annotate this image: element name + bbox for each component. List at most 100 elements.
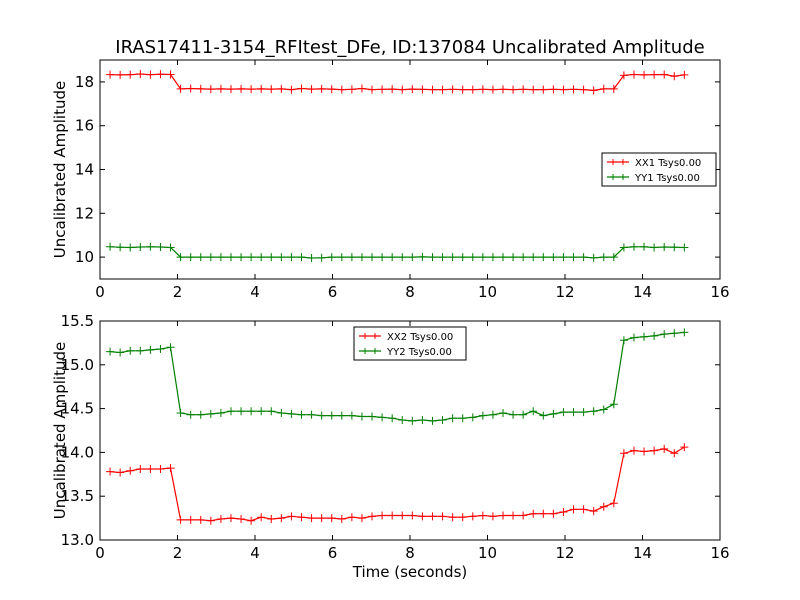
data-point: [216, 408, 225, 417]
x-axis-label: Time (seconds): [352, 563, 468, 581]
data-point: [257, 513, 266, 522]
data-point: [529, 85, 538, 94]
y-tick-label: 13.0: [61, 531, 94, 549]
data-point: [368, 412, 377, 421]
data-point: [619, 336, 628, 345]
data-point: [126, 346, 135, 355]
data-point: [589, 86, 598, 95]
data-point: [116, 348, 125, 357]
x-tick-label: 10: [478, 544, 497, 562]
data-point: [670, 329, 679, 338]
data-point: [166, 343, 175, 352]
data-point: [357, 84, 366, 93]
data-point: [458, 85, 467, 94]
data-point: [388, 85, 397, 94]
data-point: [650, 243, 659, 252]
data-point: [619, 243, 628, 252]
data-point: [247, 85, 256, 94]
data-point: [226, 85, 235, 94]
data-point: [166, 70, 175, 79]
data-point: [579, 505, 588, 514]
data-point: [529, 407, 538, 416]
data-point: [438, 512, 447, 521]
data-point: [237, 514, 246, 523]
data-point: [640, 332, 649, 341]
data-point: [297, 513, 306, 522]
data-point: [206, 516, 215, 525]
x-tick-label: 8: [405, 544, 415, 562]
data-point: [146, 465, 155, 474]
data-point: [418, 415, 427, 424]
data-point: [438, 415, 447, 424]
data-point: [186, 515, 195, 524]
data-point: [257, 407, 266, 416]
data-point: [368, 253, 377, 262]
data-point: [428, 416, 437, 425]
x-tick-label: 2: [173, 544, 183, 562]
data-point: [660, 330, 669, 339]
data-point: [478, 253, 487, 262]
data-point: [297, 84, 306, 93]
data-point: [216, 514, 225, 523]
data-point: [559, 408, 568, 417]
data-point: [529, 253, 538, 262]
data-point: [347, 85, 356, 94]
data-point: [579, 408, 588, 417]
data-point: [458, 513, 467, 522]
data-point: [176, 253, 185, 262]
data-point: [559, 85, 568, 94]
data-point: [368, 85, 377, 94]
data-point: [388, 253, 397, 262]
legend-label: YY1 Tsys0.00: [634, 173, 700, 184]
x-tick-label: 0: [95, 283, 105, 301]
data-point: [549, 253, 558, 262]
data-point: [408, 253, 417, 262]
data-point: [196, 253, 205, 262]
data-point: [156, 70, 165, 79]
data-point: [106, 467, 115, 476]
data-point: [106, 70, 115, 79]
data-point: [156, 345, 165, 354]
data-point: [670, 449, 679, 458]
top-panel: 0 2 4 6 8 10 12 14 16 10 12 14 16 18 Uncalibrated Ampl…: [51, 59, 730, 301]
legend-marker: [610, 174, 626, 180]
y-tick-label: 14.0: [61, 443, 94, 461]
data-point: [267, 253, 276, 262]
data-point: [116, 468, 125, 477]
data-point: [549, 409, 558, 418]
data-point: [116, 70, 125, 79]
data-point: [126, 243, 135, 252]
data-point: [287, 85, 296, 94]
x-tick-label: 10: [478, 283, 497, 301]
data-point: [609, 253, 618, 262]
data-point: [237, 84, 246, 93]
data-point: [116, 243, 125, 252]
data-point: [549, 509, 558, 518]
data-point: [539, 509, 548, 518]
data-point: [106, 242, 115, 251]
data-point: [267, 85, 276, 94]
data-point: [317, 253, 326, 262]
x-tick-label: 16: [710, 544, 729, 562]
series-line: [110, 446, 685, 522]
data-point: [388, 414, 397, 423]
data-point: [619, 71, 628, 80]
data-point: [206, 85, 215, 94]
legend-label: YY2 Tsys0.00: [386, 347, 452, 358]
x-tick-label: 14: [633, 544, 652, 562]
data-point: [660, 444, 669, 453]
x-tick-label: 0: [95, 544, 105, 562]
data-point: [428, 512, 437, 521]
data-point: [206, 409, 215, 418]
data-point: [106, 347, 115, 356]
data-point: [488, 253, 497, 262]
y-tick-label: 13.5: [61, 487, 94, 505]
legend-marker: [362, 348, 378, 354]
data-point: [499, 408, 507, 417]
data-point: [428, 85, 437, 94]
data-point: [146, 242, 155, 251]
data-point: [398, 511, 407, 520]
data-point: [277, 408, 286, 417]
data-point: [640, 447, 649, 456]
